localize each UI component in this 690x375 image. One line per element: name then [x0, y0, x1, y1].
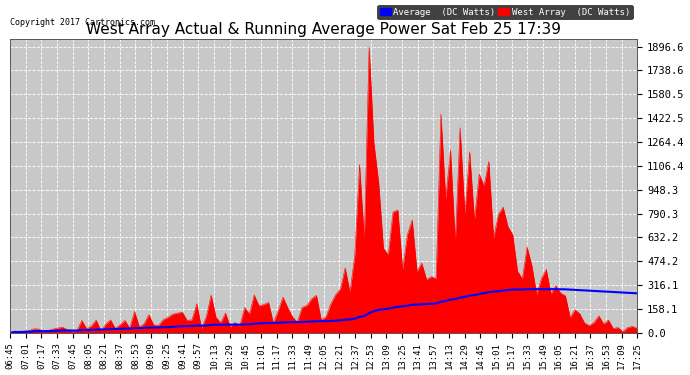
Text: Copyright 2017 Cartronics.com: Copyright 2017 Cartronics.com: [10, 18, 155, 27]
Legend: Average  (DC Watts), West Array  (DC Watts): Average (DC Watts), West Array (DC Watts…: [377, 5, 633, 19]
Title: West Array Actual & Running Average Power Sat Feb 25 17:39: West Array Actual & Running Average Powe…: [86, 22, 561, 38]
